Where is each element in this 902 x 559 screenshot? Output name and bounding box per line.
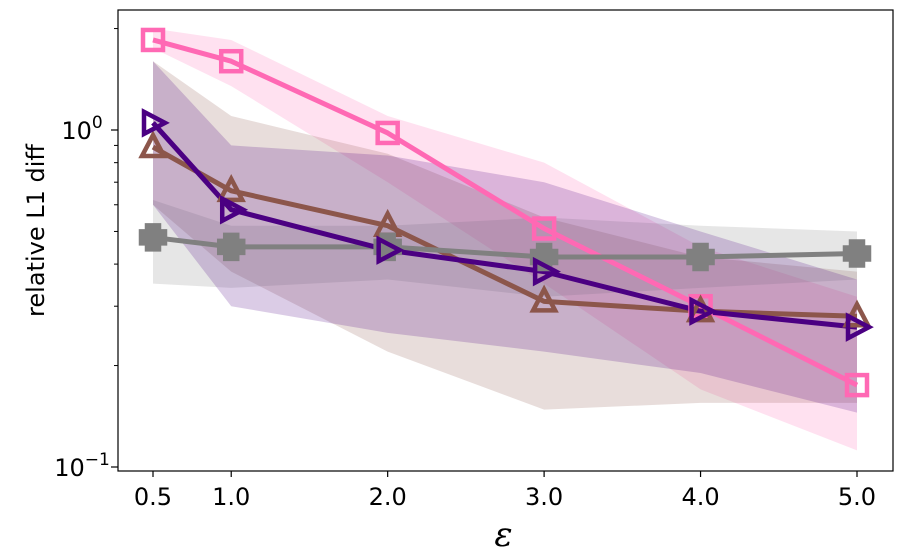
brown-triangle-band bbox=[153, 61, 857, 410]
pink-square-point-0 bbox=[140, 27, 166, 53]
pink-square-point-1 bbox=[218, 48, 244, 74]
x-tick-label: 5.0 bbox=[838, 483, 876, 511]
y-tick-exponent: −1 bbox=[85, 450, 110, 470]
x-tick-label: 3.0 bbox=[525, 483, 563, 511]
gray-plus-point-5 bbox=[842, 239, 872, 268]
y-tick-label: 10−1 bbox=[54, 450, 110, 482]
brown-triangle-point-3 bbox=[529, 284, 559, 313]
pink-square-line bbox=[152, 37, 859, 388]
x-tick-label: 2.0 bbox=[369, 483, 407, 511]
x-tick-label: 1.0 bbox=[212, 483, 250, 511]
indigo-triangle-point-0 bbox=[141, 108, 170, 138]
y-tick-exponent: 0 bbox=[92, 113, 103, 133]
indigo-triangle-band bbox=[153, 61, 857, 413]
series-markers bbox=[138, 27, 874, 398]
gray-plus-point-4 bbox=[686, 242, 715, 272]
brown-triangle-point-5 bbox=[842, 299, 872, 328]
confidence-bands bbox=[153, 28, 857, 451]
indigo-triangle-point-4 bbox=[689, 296, 718, 326]
indigo-triangle-point-2 bbox=[376, 235, 405, 265]
x-tick-label: 0.5 bbox=[134, 483, 172, 511]
y-tick-label: 100 bbox=[61, 113, 102, 145]
y-tick-base: 10 bbox=[61, 117, 92, 145]
x-tick-label: 4.0 bbox=[681, 483, 719, 511]
indigo-triangle-point-5 bbox=[845, 312, 874, 342]
pink-square-point-2 bbox=[375, 120, 400, 146]
pink-square-point-5 bbox=[844, 372, 870, 398]
x-axis-ticks: 0.5 1.0 2.0 3.0 4.0 5.0 bbox=[134, 471, 876, 511]
brown-triangle-point-0 bbox=[138, 130, 168, 159]
plot-frame bbox=[117, 9, 894, 472]
indigo-triangle-point-1 bbox=[219, 195, 249, 225]
indigo-triangle-line bbox=[151, 121, 858, 330]
brown-triangle-point-1 bbox=[216, 173, 246, 203]
pink-square-point-3 bbox=[531, 216, 557, 241]
y-axis-label: relative L1 diff bbox=[22, 144, 50, 317]
gray-plus-point-1 bbox=[216, 232, 246, 262]
gray-plus-point-0 bbox=[138, 223, 168, 252]
indigo-triangle-point-3 bbox=[532, 256, 561, 287]
y-tick-base: 10 bbox=[54, 454, 85, 482]
pink-square-band bbox=[153, 28, 857, 451]
x-axis-label: ε bbox=[494, 515, 512, 555]
gray-plus-band bbox=[153, 199, 857, 297]
